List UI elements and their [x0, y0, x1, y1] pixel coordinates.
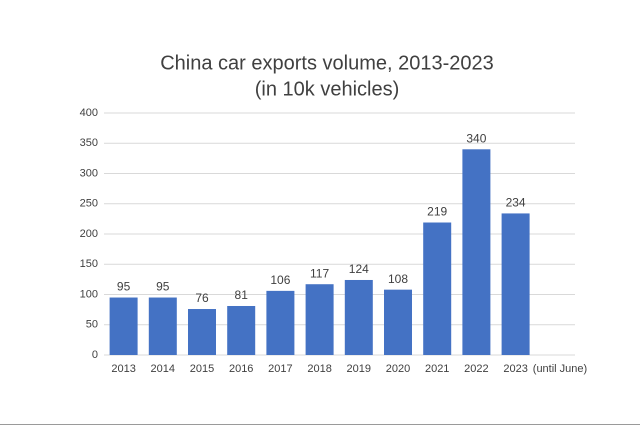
value-label: 234	[506, 196, 526, 210]
y-tick-label: 0	[92, 349, 98, 361]
value-label: 340	[466, 131, 486, 145]
y-tick-label: 250	[80, 198, 98, 210]
bar	[188, 309, 216, 355]
y-tick-label: 300	[80, 167, 98, 179]
y-tick-label: 200	[80, 228, 98, 240]
x-tick-label: 2014	[151, 363, 175, 375]
y-tick-label: 400	[80, 107, 98, 119]
x-tick-label: 2017	[268, 363, 292, 375]
x-tick-label: 2016	[229, 363, 253, 375]
bar	[384, 289, 412, 355]
x-tick-label: 2015	[190, 363, 214, 375]
bar	[305, 284, 334, 355]
chart-title: China car exports volume, 2013-2023	[160, 52, 494, 74]
y-tick-label: 100	[80, 288, 98, 300]
annotation: (until June)	[533, 363, 587, 375]
bar	[423, 222, 452, 355]
bar	[344, 279, 373, 355]
x-tick-label: 2013	[111, 363, 135, 375]
y-tick-label: 150	[80, 258, 98, 270]
y-tick-label: 50	[86, 319, 98, 331]
bar	[462, 149, 491, 355]
value-label: 117	[310, 266, 329, 280]
value-label: 219	[427, 205, 447, 219]
value-label: 106	[270, 273, 290, 287]
bar	[501, 213, 530, 355]
x-tick-label: 2022	[464, 363, 488, 375]
x-tick-label: 2019	[347, 363, 371, 375]
value-label: 81	[235, 288, 249, 302]
value-label: 76	[195, 291, 209, 305]
y-tick-label: 350	[80, 137, 98, 149]
value-label: 124	[349, 262, 369, 276]
chart-subtitle: (in 10k vehicles)	[255, 78, 400, 100]
x-tick-label: 2018	[307, 363, 331, 375]
bar	[109, 297, 138, 355]
bar	[227, 305, 256, 355]
value-label: 108	[388, 272, 408, 286]
bar	[266, 290, 295, 355]
x-tick-label: 2021	[425, 363, 449, 375]
value-label: 95	[117, 280, 131, 294]
bar	[148, 297, 177, 355]
value-label: 95	[156, 280, 170, 294]
x-tick-label: 2020	[386, 363, 410, 375]
x-tick-label: 2023	[503, 363, 527, 375]
